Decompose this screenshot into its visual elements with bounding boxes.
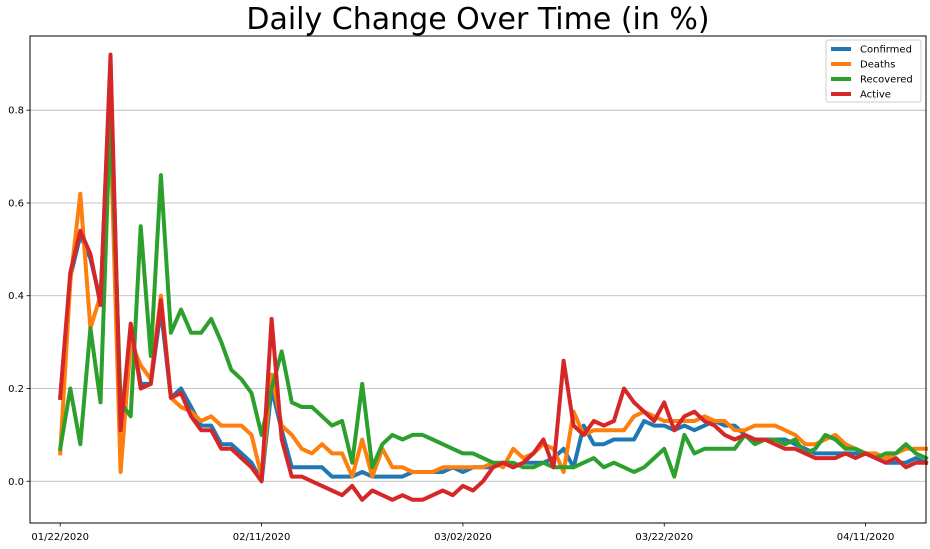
legend-label-confirmed: Confirmed (860, 45, 912, 56)
x-tick-label: 01/22/2020 (31, 532, 89, 543)
y-tick-label: 0.6 (8, 198, 24, 209)
x-tick-label: 03/02/2020 (434, 532, 492, 543)
series-line-confirmed (58, 61, 929, 484)
chart-title: Daily Change Over Time (in %) (246, 2, 710, 37)
y-tick-label: 0.0 (8, 477, 24, 488)
series-line-active (58, 52, 928, 502)
legend-label-active: Active (860, 90, 891, 101)
legend-box (825, 39, 922, 103)
x-axis: 01/22/2020 02/11/2020 03/02/2020 03/22/2020… (31, 523, 894, 543)
series-lines (57, 52, 929, 502)
x-tick-label: 03/22/2020 (635, 532, 693, 543)
x-tick-label: 04/11/2020 (837, 532, 895, 543)
y-tick-label: 0.4 (8, 291, 24, 302)
grid-lines (30, 109, 926, 482)
series-line-recovered (57, 108, 929, 479)
x-tick-label: 02/11/2020 (233, 532, 291, 543)
y-tick-label: 0.8 (8, 106, 24, 117)
y-tick-label: 0.2 (8, 384, 24, 395)
series-line-deaths (58, 131, 928, 479)
legend: Confirmed Deaths Recovered Active (825, 39, 922, 103)
legend-label-deaths: Deaths (860, 60, 895, 71)
plot-frame (29, 35, 927, 524)
y-axis: 0.0 0.2 0.4 0.6 0.8 (8, 106, 30, 488)
legend-label-recovered: Recovered (860, 75, 913, 86)
